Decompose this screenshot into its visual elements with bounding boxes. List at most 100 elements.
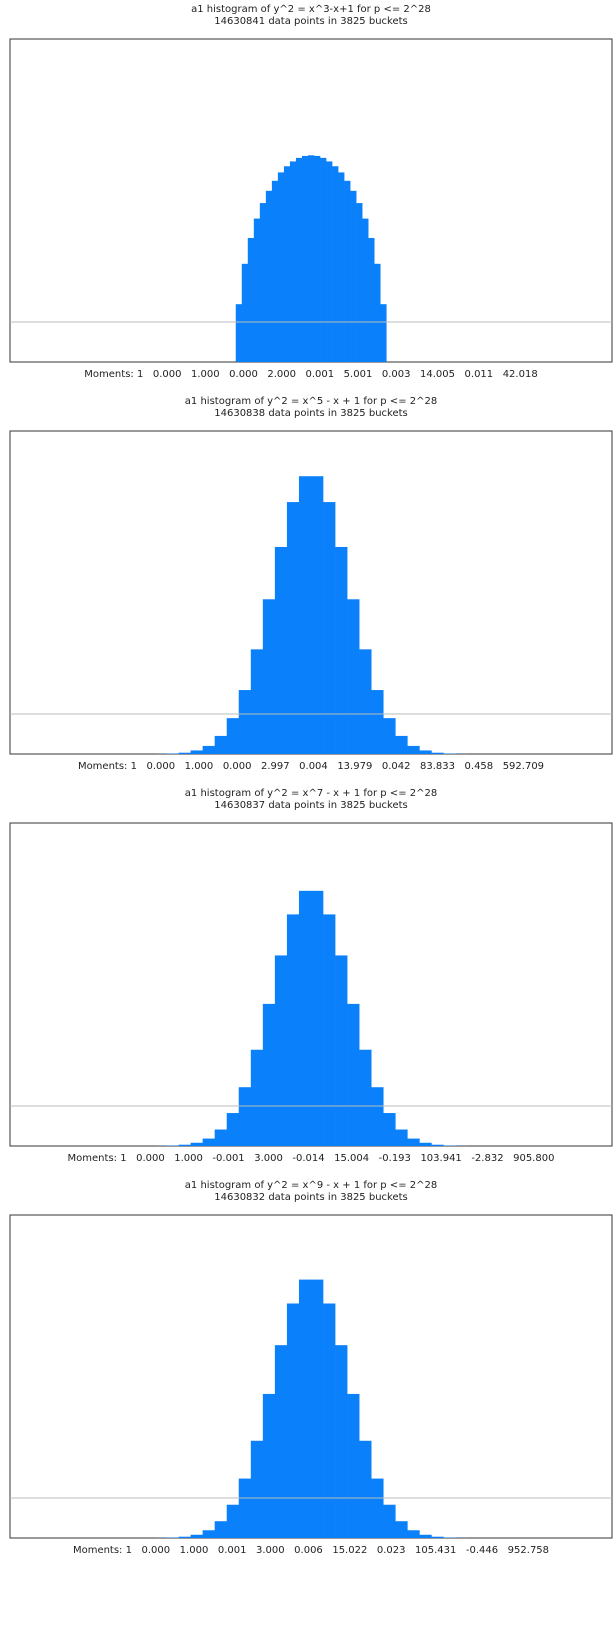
bar <box>202 1530 215 1538</box>
bar <box>250 649 264 754</box>
bar <box>247 237 255 362</box>
bar <box>320 157 327 362</box>
bar <box>178 1536 191 1538</box>
bar <box>286 1303 300 1538</box>
bar <box>311 1279 324 1538</box>
bar <box>277 172 285 362</box>
bar <box>350 190 357 362</box>
bar <box>323 502 336 754</box>
bar <box>289 161 297 362</box>
bar <box>338 172 345 362</box>
chart-subtitle: 14630837 data points in 3825 buckets <box>214 800 408 811</box>
bar <box>371 1087 384 1146</box>
bar <box>271 180 279 362</box>
bar <box>295 157 303 362</box>
chart-subtitle: 14630838 data points in 3825 buckets <box>214 408 408 419</box>
bar <box>395 735 408 754</box>
bar <box>431 1536 444 1538</box>
bar <box>262 1003 276 1146</box>
bar <box>407 1530 420 1538</box>
bar <box>347 1003 360 1146</box>
bar <box>356 203 363 362</box>
bar <box>226 1113 240 1146</box>
bar <box>178 1144 191 1146</box>
bar <box>298 1279 312 1538</box>
bar <box>359 1049 372 1146</box>
bar <box>235 304 243 362</box>
bar <box>238 690 252 754</box>
moments: Moments: 1 0.000 1.000 0.000 2.000 0.001… <box>84 369 537 380</box>
bar <box>298 890 312 1146</box>
bar <box>226 1504 240 1538</box>
moments: Moments: 1 0.000 1.000 -0.001 3.000 -0.0… <box>68 1153 555 1164</box>
bar <box>395 1129 408 1146</box>
bar <box>347 599 360 754</box>
chart-title: a1 histogram of y^2 = x^7 - x + 1 for p … <box>185 788 437 799</box>
bar <box>362 218 369 362</box>
bar <box>214 1129 228 1146</box>
chart-subtitle: 14630832 data points in 3825 buckets <box>214 1192 408 1203</box>
bar <box>419 750 432 754</box>
bar <box>274 1345 288 1538</box>
bar <box>262 1393 276 1538</box>
bar <box>326 161 333 362</box>
bar <box>311 890 324 1146</box>
bar <box>419 1534 432 1538</box>
bar <box>344 180 351 362</box>
bar <box>311 476 324 754</box>
bar <box>274 546 288 754</box>
bar <box>253 218 261 362</box>
bar <box>262 599 276 754</box>
moments: Moments: 1 0.000 1.000 0.001 3.000 0.006… <box>73 1545 549 1556</box>
bar <box>214 1521 228 1538</box>
bar <box>347 1393 360 1538</box>
bar <box>431 1144 444 1146</box>
bar <box>238 1478 252 1538</box>
bar <box>286 914 300 1146</box>
bar <box>431 752 444 754</box>
bar <box>323 914 336 1146</box>
bar <box>419 1142 432 1146</box>
bar <box>383 1504 396 1538</box>
bar <box>301 155 309 362</box>
bar <box>250 1049 264 1146</box>
bar <box>298 476 312 754</box>
bar <box>307 155 315 362</box>
bar <box>359 1440 372 1538</box>
bar <box>190 1534 203 1538</box>
bar <box>226 718 240 754</box>
chart-title: a1 histogram of y^2 = x^5 - x + 1 for p … <box>185 396 437 407</box>
bar <box>335 546 348 754</box>
bar <box>383 718 396 754</box>
bar <box>283 166 291 362</box>
bar <box>368 237 375 362</box>
moments: Moments: 1 0.000 1.000 0.000 2.997 0.004… <box>78 761 544 772</box>
bar <box>190 750 203 754</box>
bar <box>314 155 321 362</box>
bar <box>335 955 348 1146</box>
bar <box>274 955 288 1146</box>
bar <box>238 1087 252 1146</box>
bar <box>202 1138 215 1146</box>
bar <box>380 304 387 362</box>
bar <box>178 752 191 754</box>
bar <box>259 203 267 362</box>
bar <box>374 263 381 362</box>
bar <box>371 690 384 754</box>
bar <box>241 263 249 362</box>
bar <box>265 190 273 362</box>
bar <box>371 1478 384 1538</box>
chart-title: a1 histogram of y^2 = x^9 - x + 1 for p … <box>185 1180 437 1191</box>
bar <box>335 1345 348 1538</box>
bar <box>250 1440 264 1538</box>
bar <box>202 745 215 754</box>
chart-title: a1 histogram of y^2 = x^3-x+1 for p <= 2… <box>191 4 431 15</box>
bar <box>407 1138 420 1146</box>
bar <box>395 1521 408 1538</box>
bar <box>323 1303 336 1538</box>
bar <box>214 735 228 754</box>
bar <box>359 649 372 754</box>
bar <box>407 745 420 754</box>
bar <box>286 502 300 754</box>
